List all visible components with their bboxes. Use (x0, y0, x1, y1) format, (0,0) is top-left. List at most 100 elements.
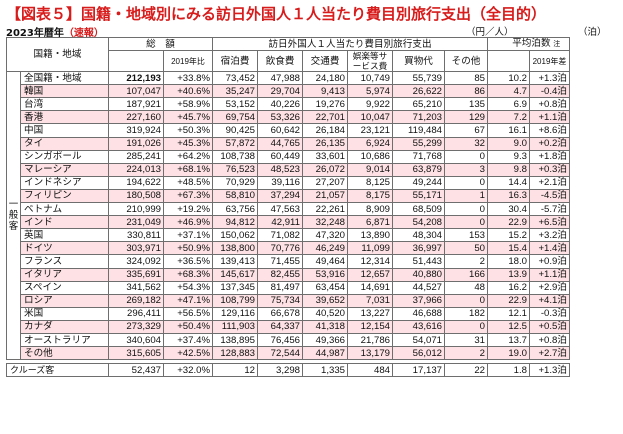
nights-spacer-cell (487, 71, 504, 86)
total-cell: 315,605 (108, 346, 164, 361)
nights-diff-cell: -0.3泊 (529, 306, 570, 321)
nights-cell: 16.2 (503, 280, 530, 295)
general-visitor-side-label: 一般客 (6, 71, 21, 361)
entertainment-cell: 21,786 (347, 332, 393, 348)
header-nights-change: 2019年差 (529, 50, 570, 73)
nights-diff-cell: +0.3泊 (529, 162, 570, 177)
other-cell: 0 (444, 319, 488, 334)
change-cell: +64.2% (163, 149, 213, 164)
country-name-cell: シンガポール (20, 149, 109, 164)
cruise-row: クルーズ客 52,437 +32.0% 12 3,298 1,335 484 17,137 22… (6, 363, 570, 378)
entertainment-cell: 13,227 (347, 306, 393, 321)
nights-spacer-cell (487, 97, 504, 112)
header-group: 訪日外国人１人当たり費目別旅行支出 (212, 36, 488, 52)
nights-cell: 19.0 (503, 346, 530, 361)
transport-cell: 26,184 (302, 123, 348, 138)
table-row: ドイツ 303,971 +50.9% 138,800 70,776 46,249 11,09… (7, 241, 570, 256)
nights-spacer-cell (487, 136, 504, 151)
shopping-cell: 71,203 (392, 110, 445, 125)
total-cell: 324,092 (108, 254, 164, 269)
country-name-cell: 韓国 (20, 84, 109, 99)
country-name-cell: イタリア (20, 267, 109, 282)
lodging-cell: 128,883 (212, 346, 258, 361)
transport-cell: 21,057 (302, 188, 348, 204)
lodging-cell: 76,523 (212, 162, 258, 177)
nights-cell: 15.4 (503, 241, 530, 256)
nights-diff-cell: +1.4泊 (529, 241, 570, 256)
table-row: 香港 227,160 +45.7% 69,754 53,326 22,701 10,047 7… (7, 110, 570, 125)
shopping-cell: 55,171 (392, 188, 445, 204)
table-title: 【図表５】国籍・地域別にみる訪日外国人１人当たり費目別旅行支出（全目的） (6, 5, 547, 23)
entertainment-cell: 9,922 (347, 97, 393, 112)
nights-diff-cell: +0.9泊 (529, 254, 570, 269)
total-cell: 335,691 (108, 267, 164, 282)
shopping-cell: 119,484 (392, 123, 445, 138)
total-cell: 319,924 (108, 123, 164, 138)
other-cell: 48 (444, 280, 488, 295)
header-shopping: 買物代 (392, 50, 445, 73)
nights-spacer-cell (487, 306, 504, 321)
other-cell: 0 (444, 175, 488, 190)
nights-spacer-cell (487, 267, 504, 282)
total-cell: 194,622 (108, 175, 164, 190)
nights-cell: 6.9 (503, 97, 530, 112)
entertainment-cell: 12,657 (347, 267, 393, 282)
food-cell: 71,082 (257, 228, 303, 243)
shopping-cell: 17,137 (392, 363, 445, 378)
nights-diff-cell: +0.8泊 (529, 97, 570, 112)
table-row: タイ 191,026 +45.3% 57,872 44,765 26,135 6,924 55… (7, 136, 570, 151)
lodging-cell: 145,617 (212, 267, 258, 282)
nights-spacer-cell (487, 162, 504, 177)
food-cell: 40,226 (257, 97, 303, 112)
lodging-cell: 129,116 (212, 306, 258, 321)
lodging-cell: 57,872 (212, 136, 258, 151)
shopping-cell: 36,997 (392, 241, 445, 256)
entertainment-cell: 8,125 (347, 175, 393, 190)
transport-cell: 40,520 (302, 306, 348, 321)
nights-cell: 9.8 (503, 162, 530, 177)
entertainment-cell: 10,047 (347, 110, 393, 125)
header-nights: 平均泊数 注 (503, 36, 570, 52)
shopping-cell: 46,688 (392, 306, 445, 321)
other-cell: 0 (444, 149, 488, 164)
shopping-cell: 51,443 (392, 254, 445, 269)
nights-spacer-cell (487, 280, 504, 295)
country-name-cell: スペイン (20, 280, 109, 295)
country-name-cell: フィリピン (20, 188, 109, 204)
total-cell: 340,604 (108, 332, 164, 348)
food-cell: 47,563 (257, 202, 303, 217)
entertainment-cell: 7,031 (347, 293, 393, 308)
country-name-cell: フランス (20, 254, 109, 269)
table-row: スペイン 341,562 +54.3% 137,345 81,497 63,454 14,6… (7, 280, 570, 295)
shopping-cell: 56,012 (392, 346, 445, 361)
transport-cell: 22,261 (302, 202, 348, 217)
other-cell: 67 (444, 123, 488, 138)
food-cell: 44,765 (257, 136, 303, 151)
other-cell: 3 (444, 162, 488, 177)
lodging-cell: 73,452 (212, 71, 258, 86)
nights-spacer-cell (487, 332, 504, 348)
nights-cell: 30.4 (503, 202, 530, 217)
total-cell: 187,921 (108, 97, 164, 112)
transport-cell: 24,180 (302, 71, 348, 86)
nights-diff-cell: +3.2泊 (529, 228, 570, 243)
lodging-cell: 139,413 (212, 254, 258, 269)
country-name-cell: 全国籍・地域 (20, 71, 109, 86)
transport-cell: 49,366 (302, 332, 348, 348)
transport-cell: 22,701 (302, 110, 348, 125)
nights-diff-cell: -4.5泊 (529, 188, 570, 204)
header-food: 飲食費 (257, 50, 303, 73)
nights-diff-cell: -5.7泊 (529, 202, 570, 217)
lodging-cell: 12 (212, 363, 258, 378)
table-row: ベトナム 210,999 +19.2% 63,756 47,563 22,261 8,909… (7, 202, 570, 217)
shopping-cell: 37,966 (392, 293, 445, 308)
expenditure-table: 国籍・地域 総 額 訪日外国人１人当たり費目別旅行支出 平均泊数 注 宿泊費 飲… (6, 36, 570, 378)
nights-diff-cell: +1.1泊 (529, 267, 570, 282)
change-cell: +37.4% (163, 332, 213, 348)
table-row: 米国 296,411 +56.5% 129,116 66,678 40,520 13,227… (7, 306, 570, 321)
country-name-cell: その他 (20, 346, 109, 361)
nights-cell: 1.8 (503, 363, 530, 378)
transport-cell: 26,072 (302, 162, 348, 177)
table-row: 中国 319,924 +50.3% 90,425 60,642 26,184 23,121 1… (7, 123, 570, 138)
entertainment-cell: 23,121 (347, 123, 393, 138)
